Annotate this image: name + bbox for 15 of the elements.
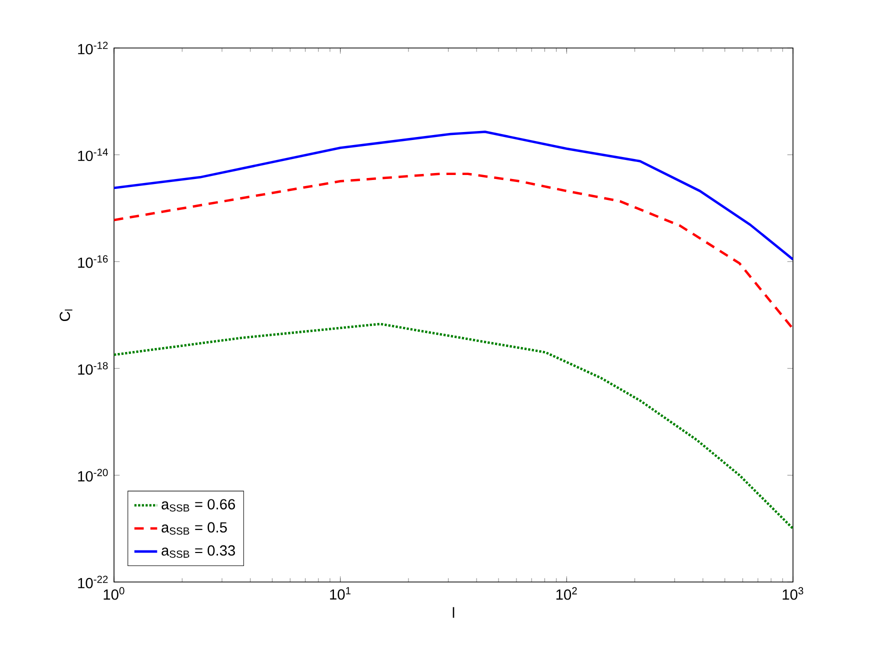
x-tick-label: 10$^{3}$ <box>782 587 804 600</box>
y-tick-label: 10$^{-14}$ <box>78 148 108 162</box>
y-tick-label: 10$^{-18}$ <box>78 362 108 375</box>
x-tick-label: 10$^{1}$ <box>330 587 351 600</box>
x-axis-title: l <box>452 607 454 618</box>
y-tick-label: 10$^{-12}$ <box>78 42 108 54</box>
y-axis-title: C$_{l}$ <box>60 310 72 322</box>
legend-label: a$_{SSB}$ = 0.33 <box>162 545 235 558</box>
y-tick-label: 10$^{-16}$ <box>78 255 108 268</box>
legend-label: a$_{SSB}$ = 0.66 <box>162 499 235 512</box>
y-tick-label: 10$^{-20}$ <box>78 468 108 482</box>
legend-label: a$_{SSB}$ = 0.5 <box>162 522 227 535</box>
y-tick-label: 10$^{-22}$ <box>78 576 108 588</box>
x-tick-label: 10$^{2}$ <box>556 587 577 600</box>
x-tick-label: 10$^{0}$ <box>104 587 124 600</box>
